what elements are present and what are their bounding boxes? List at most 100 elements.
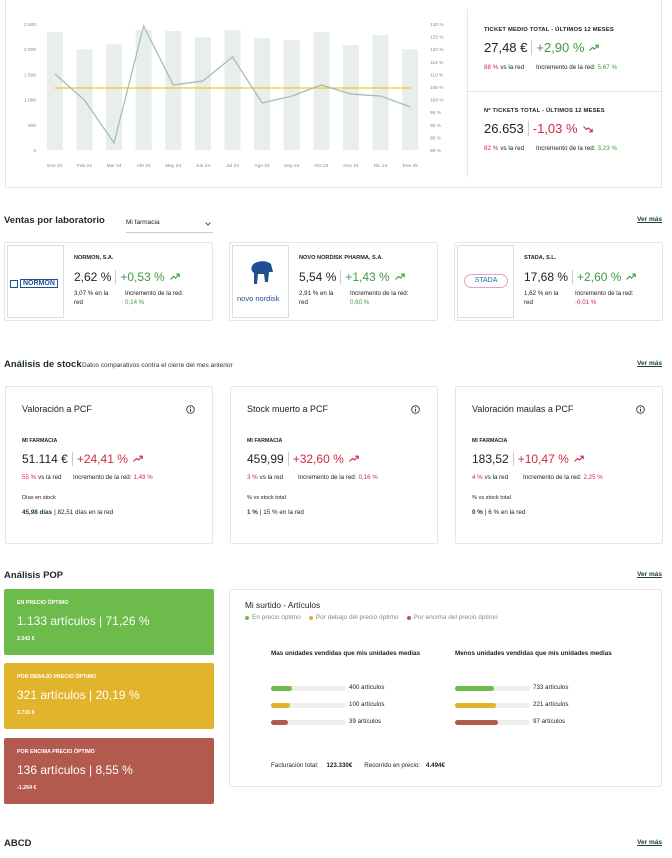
bar — [46, 32, 63, 151]
stock-metric-label: % vs stock total — [472, 495, 511, 501]
pop-box-summary: 321 artículos | 20,19 % — [17, 688, 140, 702]
stock-delta: +32,60 % — [287, 452, 344, 466]
y-tick-label: 2.500 — [24, 22, 36, 28]
legend-label: Por encima del precio óptimo — [413, 614, 498, 621]
see-more-link[interactable]: Ver más — [637, 360, 662, 367]
legend-dot — [308, 615, 313, 620]
stock-metric-label: Días en stock — [22, 495, 56, 501]
stock-metric-value: 1 % — [247, 509, 258, 516]
x-tick-label: Ene 25 — [403, 163, 419, 169]
x-tick-label: Feb 24 — [77, 163, 92, 169]
see-more-link[interactable]: Ver más — [637, 839, 662, 846]
filter-dropdown[interactable]: Mi farmacia — [126, 219, 213, 233]
column-title: Mas unidades vendidas que mis unidades m… — [271, 650, 421, 657]
x-tick-label: Mar 24 — [107, 163, 122, 169]
legend-item: Por debajo del precio óptimo — [308, 614, 399, 621]
stock-increase: Incremento de la red: 2,25 % — [523, 474, 603, 481]
legend-label: En precio óptimo — [252, 614, 301, 621]
filter-value: Mi farmacia — [126, 219, 160, 226]
x-tick-label: Jun 24 — [196, 163, 211, 169]
logo-text: NORMON — [20, 279, 58, 288]
kpi-row: 27,48 € +2,90 % — [484, 40, 600, 55]
y2-tick-label: 85 % — [430, 135, 442, 141]
stock-increase-value: 2,25 % — [583, 474, 603, 481]
kpi-increase: Incremento de la red: 3,23 % — [536, 145, 617, 152]
x-tick-label: May 24 — [165, 163, 181, 169]
stock-metric-value: 45,98 días — [22, 509, 53, 516]
info-icon — [411, 405, 420, 414]
progress-track — [455, 703, 530, 708]
divider — [468, 91, 662, 92]
stock-title: Stock muerto a PCF — [247, 404, 329, 414]
kpi-share: 88 % — [484, 64, 499, 71]
legend-item: En precio óptimo — [245, 614, 301, 621]
kpi-title: TICKET MEDIO TOTAL - ÚLTIMOS 12 MESES — [484, 27, 615, 33]
section-title: Análisis POP — [4, 570, 64, 581]
pop-footer: Facturación total: 123.330€ Recorrido en p… — [271, 762, 445, 769]
progress-track — [271, 686, 346, 691]
lab-name: STADA, S.L. — [524, 255, 557, 261]
progress-track — [455, 720, 530, 725]
kpi-share-label: vs la red — [500, 64, 525, 71]
range-value: 4.494€ — [426, 762, 445, 769]
progress-bar — [271, 720, 289, 725]
progress-track — [455, 686, 530, 691]
stock-metric-label: % vs stock total — [247, 495, 286, 501]
lab-card: NORMON NORMON, S.A. 2,62 % +0,53 % 3,07 % en… — [4, 242, 213, 321]
progress-label: 400 artículos — [349, 684, 385, 691]
lab-row: 17,68 % +2,60 % — [524, 270, 637, 284]
lab-value: 2,62 % — [74, 270, 112, 284]
stock-delta: +10,47 % — [512, 452, 569, 466]
logo: NORMON — [10, 279, 58, 288]
lab-name: NORMON, S.A. — [74, 255, 114, 261]
kpi-delta: -1,03 % — [527, 121, 578, 136]
bar — [165, 31, 182, 150]
y2-tick-label: 95 % — [430, 110, 442, 116]
y2-tick-label: 90 % — [430, 123, 442, 129]
trend-icon — [589, 44, 600, 51]
pop-box-amount: 2.042 € — [17, 636, 35, 642]
lab-increase-label: Incremento de la red: — [125, 290, 184, 297]
stock-delta: +24,41 % — [71, 452, 128, 466]
stock-increase-value: 1,49 % — [133, 474, 153, 481]
lab-value: 17,68 % — [524, 270, 569, 284]
y-tick-label: 1.000 — [24, 98, 36, 104]
x-tick-label: Dic 24 — [374, 163, 388, 169]
billing-value: 123.330€ — [326, 762, 353, 769]
progress-bar — [271, 686, 293, 691]
lab-card: STADA STADA, S.L. 17,68 % +2,60 % 1,62 % en … — [454, 242, 663, 321]
stock-share: 3 % — [247, 474, 258, 481]
logo-text: STADA — [464, 274, 508, 288]
pop-box-label: POR DEBAJO PRECIO ÓPTIMO — [17, 674, 97, 680]
progress-label: 97 artículos — [533, 718, 565, 725]
kpi-share-label: vs la red — [500, 145, 525, 152]
progress-bar — [455, 686, 494, 691]
stock-metric-value: 0 % — [472, 509, 483, 516]
x-tick-label: Abr 24 — [137, 163, 151, 169]
kpi-value: 26.653 — [484, 121, 524, 136]
kpi-increase-label: Incremento de la red: — [536, 64, 596, 71]
range-label: Recorrido en precio: — [364, 762, 420, 769]
stock-metric: 45,98 días | 82,51 días en la red — [22, 509, 113, 516]
stock-share: 55 % — [22, 474, 37, 481]
divider — [467, 9, 468, 177]
lab-network: 3,07 % en la red — [74, 290, 109, 306]
stock-row: 459,99 +32,60 % — [247, 452, 359, 466]
see-more-link[interactable]: Ver más — [637, 571, 662, 578]
bar — [372, 35, 389, 151]
lab-delta: +1,43 % — [340, 270, 390, 284]
lab-increase: 0,14 % — [125, 299, 145, 306]
stock-section: MI FARMACIA — [22, 438, 58, 444]
y-tick-label: 500 — [28, 123, 36, 129]
progress-label: 100 artículos — [349, 701, 385, 708]
stock-value: 51.114 € — [22, 452, 68, 466]
lab-card: novo nordisk NOVO NORDISK PHARMA, S.A. 5,5… — [229, 242, 438, 321]
stock-section: MI FARMACIA — [472, 438, 508, 444]
line — [54, 24, 411, 145]
stock-increase: Incremento de la red: 0,16 % — [298, 474, 378, 481]
x-tick-label: Ene 24 — [47, 163, 63, 169]
kpi-value: 27,48 € — [484, 40, 528, 55]
see-more-link[interactable]: Ver más — [637, 216, 662, 223]
stock-metric-network: | 15 % en la red — [259, 509, 304, 516]
